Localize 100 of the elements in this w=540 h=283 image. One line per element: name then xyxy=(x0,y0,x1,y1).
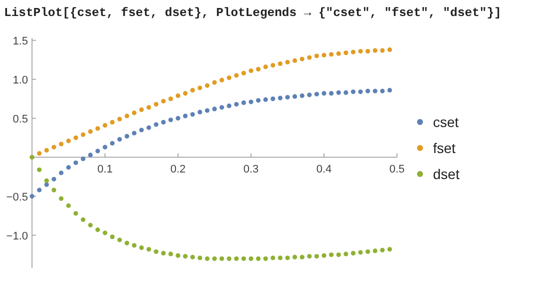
point xyxy=(161,120,166,125)
point xyxy=(212,256,217,261)
point xyxy=(146,105,152,110)
point xyxy=(117,116,122,122)
point xyxy=(336,252,341,258)
point xyxy=(52,176,56,182)
point xyxy=(132,130,136,136)
point xyxy=(248,256,254,261)
point xyxy=(44,178,49,183)
point xyxy=(366,249,370,254)
point xyxy=(285,94,290,100)
point xyxy=(37,151,42,156)
point xyxy=(132,110,136,116)
point xyxy=(380,48,385,53)
point xyxy=(307,254,312,259)
point xyxy=(380,248,385,252)
point xyxy=(176,253,180,258)
point xyxy=(88,222,93,228)
point xyxy=(270,96,276,102)
point xyxy=(350,89,356,94)
point xyxy=(139,128,144,132)
point xyxy=(387,246,392,252)
chart-title: ListPlot[{cset, fset, dset}, PlotLegends → {"cset", "fset", "dset"}] xyxy=(4,6,502,20)
point xyxy=(58,142,64,146)
point xyxy=(358,89,363,94)
point xyxy=(366,48,370,54)
point xyxy=(124,114,130,118)
point xyxy=(154,102,158,107)
point xyxy=(124,240,130,246)
point xyxy=(95,148,100,154)
point xyxy=(212,80,217,85)
point xyxy=(372,248,378,254)
point xyxy=(183,254,188,259)
point xyxy=(234,73,239,78)
point xyxy=(248,100,254,104)
point xyxy=(74,211,78,216)
point xyxy=(212,106,217,112)
point xyxy=(329,91,334,96)
point xyxy=(183,114,188,118)
point xyxy=(146,125,152,130)
point xyxy=(241,256,246,261)
point xyxy=(52,144,56,150)
point xyxy=(226,104,232,108)
point xyxy=(204,256,210,261)
point xyxy=(124,134,130,139)
point xyxy=(132,243,136,248)
legend-label: cset xyxy=(433,114,459,130)
point xyxy=(263,64,268,70)
point xyxy=(37,188,42,192)
point xyxy=(220,256,224,261)
point xyxy=(190,254,195,260)
y-tick-label: 1.5 xyxy=(12,35,28,48)
y-tick-label: 1.0 xyxy=(12,74,28,86)
point xyxy=(220,105,224,110)
point xyxy=(278,61,282,66)
point xyxy=(336,90,341,95)
x-tick-label: 0.4 xyxy=(316,163,332,176)
point xyxy=(66,138,71,144)
point xyxy=(66,165,71,170)
point xyxy=(350,50,356,54)
point xyxy=(190,112,195,117)
point xyxy=(88,129,93,134)
point xyxy=(380,88,385,94)
point xyxy=(307,92,312,98)
x-tick-label: 0.3 xyxy=(243,163,259,176)
y-tick-label: −0.5 xyxy=(6,191,28,204)
point xyxy=(372,88,378,94)
point xyxy=(139,245,144,250)
point xyxy=(66,203,71,208)
point xyxy=(44,148,49,153)
point xyxy=(117,137,122,142)
point xyxy=(292,58,298,63)
y-tick-label: −1.0 xyxy=(6,230,28,242)
point xyxy=(344,252,348,256)
point xyxy=(198,110,202,114)
point xyxy=(176,93,180,98)
point xyxy=(241,100,246,106)
point xyxy=(256,256,261,261)
point xyxy=(387,88,392,93)
point xyxy=(329,252,334,258)
point xyxy=(198,256,202,260)
point xyxy=(322,253,326,258)
point xyxy=(292,254,298,260)
point xyxy=(292,94,298,99)
legend-label: dset xyxy=(433,166,460,182)
point xyxy=(300,254,304,260)
point xyxy=(198,86,202,90)
point xyxy=(110,140,115,146)
point xyxy=(372,48,378,53)
point xyxy=(183,91,188,96)
point xyxy=(344,50,348,56)
point xyxy=(110,120,115,125)
point xyxy=(95,126,100,131)
point xyxy=(52,188,56,192)
point xyxy=(168,252,173,256)
point xyxy=(344,90,348,95)
x-tick-label: 0.1 xyxy=(97,163,113,176)
point xyxy=(307,55,312,60)
point xyxy=(329,52,334,57)
point xyxy=(74,135,78,140)
